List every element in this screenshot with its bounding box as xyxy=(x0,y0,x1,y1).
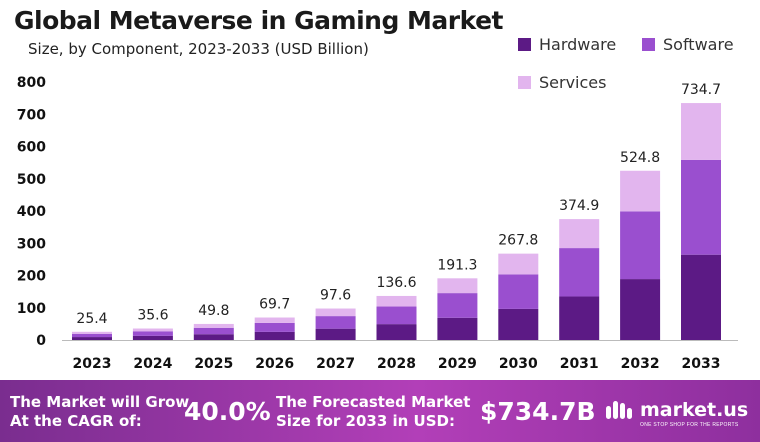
total-label-2032: 524.8 xyxy=(620,150,660,166)
bar-software-2025 xyxy=(193,327,234,335)
chart-title: Global Metaverse in Gaming Market xyxy=(14,6,504,35)
bar-services-2031 xyxy=(559,219,600,249)
x-tick-label-2027: 2027 xyxy=(316,356,355,372)
y-tick-label: 800 xyxy=(17,75,46,91)
x-tick-label-2032: 2032 xyxy=(621,356,660,372)
bar-software-2029 xyxy=(437,293,478,318)
total-label-2025: 49.8 xyxy=(198,303,229,319)
y-tick-label: 500 xyxy=(17,172,46,188)
x-tick-label-2023: 2023 xyxy=(73,356,112,372)
bar-software-2026 xyxy=(254,322,295,332)
legend-label-services: Services xyxy=(539,73,607,92)
total-label-2023: 25.4 xyxy=(76,311,107,327)
total-label-2029: 191.3 xyxy=(437,257,477,273)
x-tick-label-2026: 2026 xyxy=(255,356,294,372)
bar-hardware-2030 xyxy=(498,308,539,340)
x-tick-label-2031: 2031 xyxy=(560,356,599,372)
bar-services-2028 xyxy=(376,295,417,307)
bar-hardware-2024 xyxy=(132,335,173,340)
chart-subtitle: Size, by Component, 2023-2033 (USD Billi… xyxy=(28,40,369,58)
bar-hardware-2028 xyxy=(376,324,417,340)
forecast-value: $734.7B xyxy=(480,397,596,426)
bar-hardware-2033 xyxy=(681,254,721,340)
x-tick-label-2024: 2024 xyxy=(133,356,172,372)
brand-logo-icon xyxy=(606,401,632,419)
bar-software-2028 xyxy=(376,306,417,325)
legend-label-software: Software xyxy=(663,35,734,54)
bar-software-2031 xyxy=(559,248,600,297)
bar-software-2032 xyxy=(620,211,661,280)
total-label-2028: 136.6 xyxy=(376,275,416,291)
bar-services-2024 xyxy=(132,328,173,332)
total-label-2027: 97.6 xyxy=(320,288,351,304)
bar-services-2030 xyxy=(498,253,539,275)
total-label-2030: 267.8 xyxy=(498,233,538,249)
y-tick-label: 100 xyxy=(17,301,46,317)
bar-services-2026 xyxy=(254,317,295,323)
footer-banner: The Market will Grow At the CAGR of: 40.… xyxy=(0,380,760,442)
legend-swatch-services xyxy=(518,76,531,89)
y-tick-label: 200 xyxy=(17,269,46,285)
chart-plot: 0 100 200 300 400 500 600 700 800 25.4 2023 35.6 202… xyxy=(17,75,738,372)
bar-software-2024 xyxy=(132,331,173,336)
brand-logo: market.us ONE STOP SHOP FOR THE REPORTS xyxy=(604,397,749,428)
legend-swatch-hardware xyxy=(518,38,531,51)
x-tick-label-2030: 2030 xyxy=(499,356,538,372)
bar-services-2033 xyxy=(681,103,721,160)
bar-services-2032 xyxy=(620,170,661,212)
cagr-label-line1: The Market will Grow xyxy=(10,393,190,411)
legend-item-services: Services xyxy=(518,73,606,92)
total-label-2024: 35.6 xyxy=(137,308,168,324)
x-tick-label-2028: 2028 xyxy=(377,356,416,372)
bar-hardware-2026 xyxy=(254,331,295,340)
legend-item-hardware: Hardware xyxy=(518,35,616,54)
bar-hardware-2023 xyxy=(72,337,112,340)
cagr-label-line2: At the CAGR of: xyxy=(10,412,142,430)
brand-tagline: ONE STOP SHOP FOR THE REPORTS xyxy=(640,422,739,428)
y-tick-label: 700 xyxy=(17,107,46,123)
legend-swatch-software xyxy=(642,38,655,51)
x-tick-label-2025: 2025 xyxy=(194,356,233,372)
y-tick-label: 0 xyxy=(36,333,46,349)
cagr-label: The Market will Grow At the CAGR of: xyxy=(10,393,189,431)
legend-label-hardware: Hardware xyxy=(539,35,617,54)
bar-services-2027 xyxy=(315,308,356,317)
bar-services-2029 xyxy=(437,278,478,294)
total-label-2031: 374.9 xyxy=(559,198,599,214)
bar-hardware-2027 xyxy=(315,328,356,340)
bar-software-2027 xyxy=(315,316,356,329)
bar-services-2023 xyxy=(72,331,112,334)
y-tick-label: 300 xyxy=(17,236,46,252)
bar-hardware-2029 xyxy=(437,317,478,340)
legend-item-software: Software xyxy=(642,35,734,54)
forecast-label-line2: Size for 2033 in USD: xyxy=(276,412,455,430)
forecast-label: The Forecasted Market Size for 2033 in U… xyxy=(276,393,470,431)
bar-hardware-2025 xyxy=(193,334,234,340)
y-tick-label: 600 xyxy=(17,140,46,156)
brand-name: market.us xyxy=(640,399,749,421)
bar-software-2030 xyxy=(498,274,539,309)
cagr-value: 40.0% xyxy=(184,397,271,426)
x-tick-label-2029: 2029 xyxy=(438,356,477,372)
forecast-label-line1: The Forecasted Market xyxy=(276,393,471,411)
total-label-2026: 69.7 xyxy=(259,297,290,313)
bar-software-2023 xyxy=(72,333,112,338)
bar-software-2033 xyxy=(681,159,721,255)
x-tick-label-2033: 2033 xyxy=(682,356,721,372)
y-tick-label: 400 xyxy=(17,204,46,220)
bar-hardware-2032 xyxy=(620,279,661,340)
bar-services-2025 xyxy=(193,323,234,328)
bar-hardware-2031 xyxy=(559,296,600,340)
total-label-2033: 734.7 xyxy=(681,82,721,98)
